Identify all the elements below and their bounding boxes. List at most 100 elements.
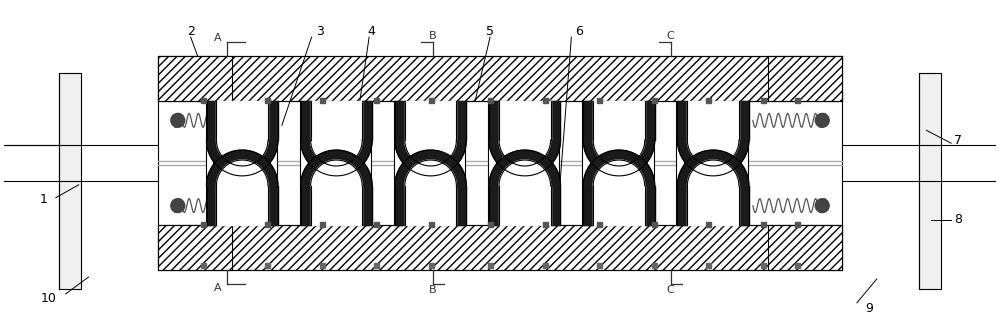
Bar [300,100,308,226]
Circle shape [815,199,829,213]
Polygon shape [687,100,739,140]
Text: 6: 6 [575,25,583,37]
Polygon shape [301,150,372,186]
Polygon shape [739,186,749,226]
Polygon shape [405,100,456,140]
Polygon shape [216,160,268,186]
Polygon shape [551,186,560,226]
Bar [543,263,548,268]
Bar [265,263,270,268]
Polygon shape [489,186,499,226]
Text: 5: 5 [486,25,494,37]
Bar [374,263,379,268]
Text: 9: 9 [865,302,873,315]
Bar [552,100,559,226]
Text: C: C [667,285,674,295]
Bar [676,100,684,226]
Bar [740,100,748,226]
Polygon shape [207,140,278,176]
Text: A: A [214,283,221,293]
Polygon shape [395,186,405,226]
Polygon shape [311,160,362,186]
Text: 8: 8 [954,213,962,226]
Polygon shape [268,186,278,226]
Bar [582,100,590,226]
Polygon shape [593,160,645,186]
Bar [652,263,657,268]
Bar [597,263,602,268]
Text: B: B [429,285,436,295]
Polygon shape [593,186,645,226]
Polygon shape [395,100,405,140]
Polygon shape [311,186,362,226]
Bar [158,226,232,270]
Bar [265,222,270,228]
Polygon shape [687,186,739,226]
Bar [363,100,371,226]
Bar [201,97,206,102]
Bar [706,222,711,228]
Polygon shape [405,186,456,226]
Circle shape [815,113,829,127]
Polygon shape [301,100,311,140]
Circle shape [171,199,185,213]
Bar [158,56,842,100]
Polygon shape [583,186,593,226]
Polygon shape [583,140,655,176]
Bar [488,100,496,226]
Bar [652,222,657,228]
Bar [761,263,766,268]
Bar [158,226,842,270]
Bar [374,222,379,228]
Polygon shape [583,100,593,140]
Polygon shape [677,150,749,186]
Circle shape [171,113,185,127]
Polygon shape [207,100,216,140]
Polygon shape [405,160,456,186]
Bar [394,100,402,226]
Bar [158,56,232,100]
Polygon shape [499,140,551,166]
Text: 4: 4 [367,25,375,37]
Polygon shape [593,100,645,140]
Polygon shape [216,100,268,140]
Bar [706,263,711,268]
Polygon shape [207,186,216,226]
Text: A: A [214,33,221,43]
Bar [488,222,493,228]
Bar [768,56,842,100]
Text: 7: 7 [954,134,962,147]
Bar [201,222,206,228]
Polygon shape [677,100,687,140]
Polygon shape [551,100,560,140]
Bar [795,97,800,102]
Bar [761,222,766,228]
Text: 1: 1 [40,193,48,206]
Text: B: B [429,31,436,41]
Polygon shape [499,100,551,140]
Polygon shape [362,100,372,140]
Polygon shape [645,186,655,226]
Polygon shape [687,160,739,186]
Polygon shape [677,186,687,226]
Polygon shape [489,140,560,176]
Bar [269,100,277,226]
Bar [652,97,657,102]
Polygon shape [499,186,551,226]
Polygon shape [301,186,311,226]
Polygon shape [405,140,456,166]
Bar [158,100,842,226]
Bar [597,97,602,102]
Polygon shape [583,150,655,186]
Bar [374,97,379,102]
Bar [429,97,434,102]
Polygon shape [311,140,362,166]
Polygon shape [395,150,466,186]
Bar [201,263,206,268]
Text: 3: 3 [316,25,323,37]
Polygon shape [593,140,645,166]
Bar [646,100,654,226]
Bar [320,222,325,228]
Polygon shape [362,186,372,226]
Polygon shape [456,186,466,226]
